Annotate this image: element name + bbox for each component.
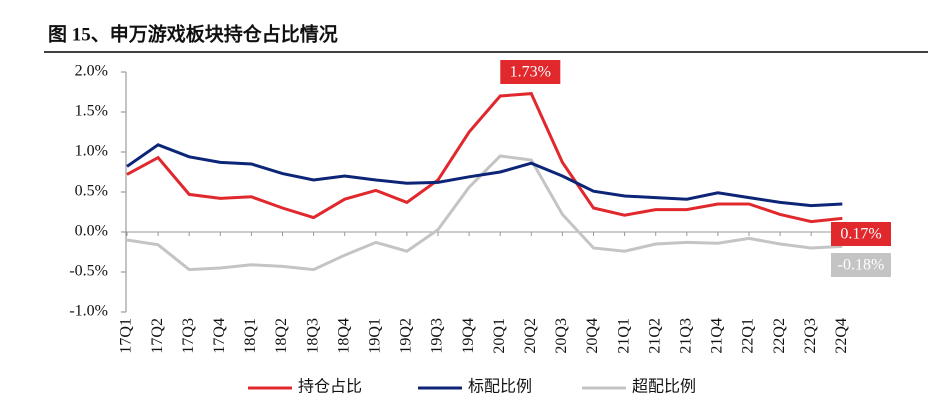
x-tick-label: 20Q1 <box>491 318 508 354</box>
y-tick-label: 0.5% <box>75 183 108 200</box>
legend-label: 超配比例 <box>632 378 696 396</box>
value-label: -0.18% <box>838 257 885 274</box>
x-tick-label: 22Q2 <box>771 318 788 354</box>
x-tick-label: 18Q4 <box>335 318 352 354</box>
y-tick-label: 1.5% <box>75 103 108 120</box>
x-tick-label: 20Q3 <box>553 318 570 354</box>
x-tick-label: 22Q4 <box>833 318 850 354</box>
y-tick-label: 2.0% <box>75 63 108 80</box>
value-label-box <box>831 222 891 246</box>
series-line <box>126 154 843 272</box>
x-tick-label: 21Q2 <box>646 318 663 354</box>
chart-title: 图 15、申万游戏板块持仓占比情况 <box>48 22 338 45</box>
x-tick-label: 18Q2 <box>273 318 290 354</box>
x-tick-label: 19Q1 <box>366 318 383 354</box>
x-tick-label: 19Q3 <box>429 318 446 354</box>
x-tick-label: 20Q4 <box>584 318 601 354</box>
x-tick-label: 21Q4 <box>709 318 726 354</box>
legend-label: 持仓占比 <box>298 378 362 396</box>
y-tick-label: -1.0% <box>69 303 108 320</box>
x-tick-label: 18Q1 <box>242 318 259 354</box>
x-tick-label: 19Q4 <box>460 318 477 354</box>
x-tick-label: 19Q2 <box>398 318 415 354</box>
x-tick-label: 17Q1 <box>118 318 135 354</box>
series-line <box>126 143 843 208</box>
x-tick-label: 21Q3 <box>677 318 694 354</box>
x-tick-label: 22Q1 <box>740 318 757 354</box>
value-label-box <box>831 253 891 277</box>
x-tick-label: 17Q3 <box>180 318 197 354</box>
y-tick-label: -0.5% <box>69 263 108 280</box>
value-label: 0.17% <box>840 226 881 243</box>
x-tick-label: 22Q3 <box>802 318 819 354</box>
x-tick-label: 17Q4 <box>211 318 228 354</box>
x-tick-label: 21Q1 <box>615 318 632 354</box>
x-tick-label: 18Q3 <box>304 318 321 354</box>
series-line <box>126 92 843 224</box>
value-label: 1.73% <box>510 64 551 81</box>
y-tick-label: 0.0% <box>75 223 108 240</box>
y-tick-label: 1.0% <box>75 143 108 160</box>
legend-label: 标配比例 <box>468 378 532 396</box>
value-label-box <box>500 60 561 84</box>
x-tick-label: 20Q2 <box>522 318 539 354</box>
x-tick-label: 17Q2 <box>149 318 166 354</box>
